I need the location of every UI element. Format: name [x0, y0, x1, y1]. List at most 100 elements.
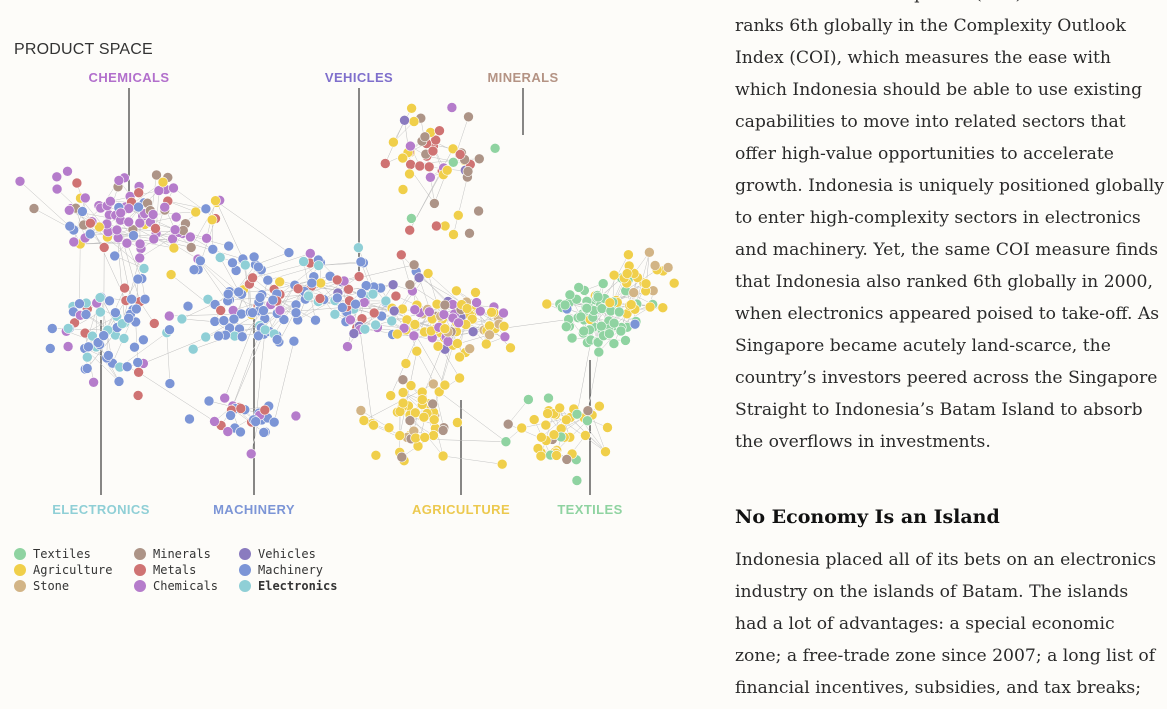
product-node[interactable] [564, 289, 576, 301]
product-node[interactable] [355, 405, 367, 416]
product-node[interactable] [437, 450, 449, 462]
product-node[interactable] [235, 426, 246, 438]
product-node[interactable] [391, 328, 403, 340]
product-node[interactable] [582, 405, 594, 417]
product-node[interactable] [134, 252, 145, 264]
legend-item-electronics[interactable]: Electronics [239, 578, 359, 594]
product-node[interactable] [138, 334, 149, 346]
product-node[interactable] [343, 283, 354, 295]
product-node[interactable] [303, 290, 314, 302]
product-node[interactable] [454, 372, 465, 384]
product-node[interactable] [165, 269, 177, 280]
product-node[interactable] [498, 320, 510, 332]
product-node[interactable] [62, 166, 73, 177]
product-node[interactable] [329, 308, 341, 320]
product-node[interactable] [245, 448, 257, 460]
product-node[interactable] [118, 333, 130, 344]
product-node[interactable] [147, 209, 159, 220]
product-node[interactable] [132, 273, 144, 285]
product-node[interactable] [662, 262, 674, 273]
product-node[interactable] [236, 331, 248, 343]
product-node[interactable] [259, 404, 271, 416]
product-node[interactable] [200, 203, 212, 215]
product-node[interactable] [103, 350, 114, 361]
product-node[interactable] [313, 260, 324, 271]
product-node[interactable] [210, 195, 221, 206]
product-node[interactable] [253, 330, 264, 342]
product-node[interactable] [447, 157, 459, 168]
product-node[interactable] [306, 277, 318, 289]
product-node[interactable] [353, 271, 365, 282]
product-node[interactable] [386, 315, 398, 327]
product-node[interactable] [74, 298, 85, 310]
product-node[interactable] [385, 390, 397, 401]
product-node[interactable] [480, 338, 492, 350]
product-node[interactable] [207, 244, 219, 255]
product-node[interactable] [132, 357, 143, 368]
product-node[interactable] [594, 400, 605, 412]
product-node[interactable] [292, 283, 304, 295]
product-node[interactable] [404, 224, 416, 236]
legend-item-metals[interactable]: Metals [134, 562, 239, 578]
product-node[interactable] [580, 430, 591, 441]
product-node[interactable] [560, 414, 572, 426]
product-node[interactable] [603, 328, 615, 340]
product-node[interactable] [278, 314, 290, 325]
product-node[interactable] [123, 216, 134, 228]
product-node[interactable] [395, 249, 407, 261]
product-node[interactable] [397, 397, 409, 409]
product-node[interactable] [14, 176, 26, 187]
product-node[interactable] [247, 272, 258, 284]
product-node[interactable] [566, 332, 578, 344]
product-node[interactable] [164, 324, 175, 336]
product-node[interactable] [620, 335, 631, 346]
product-node[interactable] [431, 220, 442, 232]
product-node[interactable] [51, 183, 63, 195]
product-node[interactable] [608, 269, 620, 281]
product-node[interactable] [541, 298, 553, 310]
product-node[interactable] [240, 259, 251, 271]
product-space-network[interactable] [0, 0, 720, 709]
product-node[interactable] [446, 102, 458, 113]
product-node[interactable] [185, 242, 197, 253]
product-node[interactable] [233, 286, 244, 298]
product-node[interactable] [397, 152, 409, 164]
product-node[interactable] [423, 161, 435, 173]
product-node[interactable] [370, 319, 381, 331]
product-node[interactable] [159, 201, 170, 213]
product-node[interactable] [535, 450, 547, 462]
product-node[interactable] [448, 229, 459, 240]
product-node[interactable] [184, 413, 195, 425]
product-node[interactable] [397, 374, 409, 386]
product-node[interactable] [582, 415, 593, 427]
product-node[interactable] [536, 431, 547, 443]
product-node[interactable] [397, 184, 409, 195]
product-node[interactable] [625, 299, 637, 310]
product-node[interactable] [218, 315, 230, 326]
product-node[interactable] [337, 302, 348, 313]
product-node[interactable] [288, 335, 300, 347]
product-node[interactable] [571, 408, 583, 420]
product-node[interactable] [406, 103, 417, 114]
product-node[interactable] [419, 432, 431, 443]
product-node[interactable] [523, 394, 534, 405]
product-node[interactable] [473, 153, 485, 165]
product-node[interactable] [397, 387, 409, 398]
product-node[interactable] [149, 318, 160, 329]
product-node[interactable] [176, 313, 188, 325]
product-node[interactable] [399, 115, 410, 126]
product-node[interactable] [248, 251, 260, 263]
product-node[interactable] [628, 287, 640, 298]
product-node[interactable] [447, 143, 459, 155]
product-node[interactable] [649, 260, 661, 271]
product-node[interactable] [94, 221, 105, 233]
product-node[interactable] [592, 291, 604, 303]
product-node[interactable] [367, 288, 379, 300]
product-node[interactable] [151, 169, 162, 181]
product-node[interactable] [182, 300, 194, 312]
product-node[interactable] [453, 317, 464, 329]
product-node[interactable] [94, 292, 106, 303]
product-node[interactable] [398, 322, 410, 334]
product-node[interactable] [274, 304, 286, 316]
product-node[interactable] [414, 160, 426, 172]
